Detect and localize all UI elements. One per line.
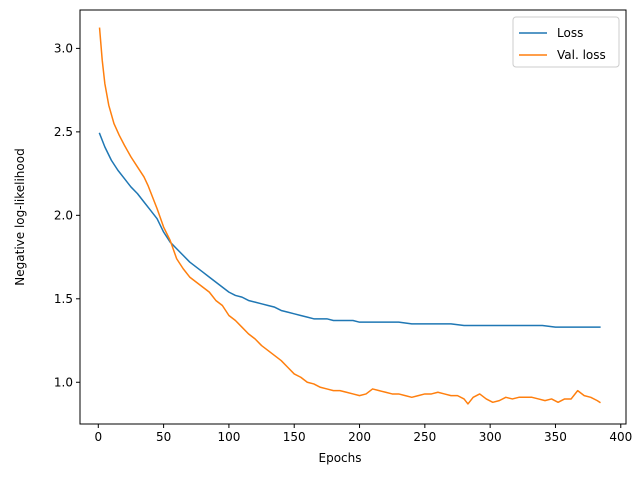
y-tick-label: 2.5 — [54, 125, 73, 139]
legend: Loss Val. loss — [512, 16, 620, 68]
x-tick-label: 300 — [479, 430, 502, 444]
y-tick-label: 3.0 — [54, 41, 73, 55]
x-axis-label: Epochs — [319, 451, 362, 465]
x-tick-label: 100 — [217, 430, 240, 444]
legend-label-0: Loss — [557, 26, 583, 40]
y-tick-label: 2.0 — [54, 208, 73, 222]
x-tick-label: 150 — [283, 430, 306, 444]
series-line-1 — [98, 27, 601, 405]
y-axis-label: Negative log-likelihood — [13, 148, 27, 285]
x-tick-label: 250 — [413, 430, 436, 444]
series-line-0 — [98, 132, 601, 328]
plot-frame — [79, 9, 627, 425]
x-tick-label: 50 — [156, 430, 171, 444]
x-tick-label: 350 — [544, 430, 567, 444]
x-tick-label: 0 — [94, 430, 102, 444]
y-tick-label: 1.5 — [54, 292, 73, 306]
y-tick-label: 1.0 — [54, 375, 73, 389]
x-tick-label: 400 — [609, 430, 632, 444]
x-tick-label: 200 — [348, 430, 371, 444]
legend-label-1: Val. loss — [557, 48, 606, 62]
